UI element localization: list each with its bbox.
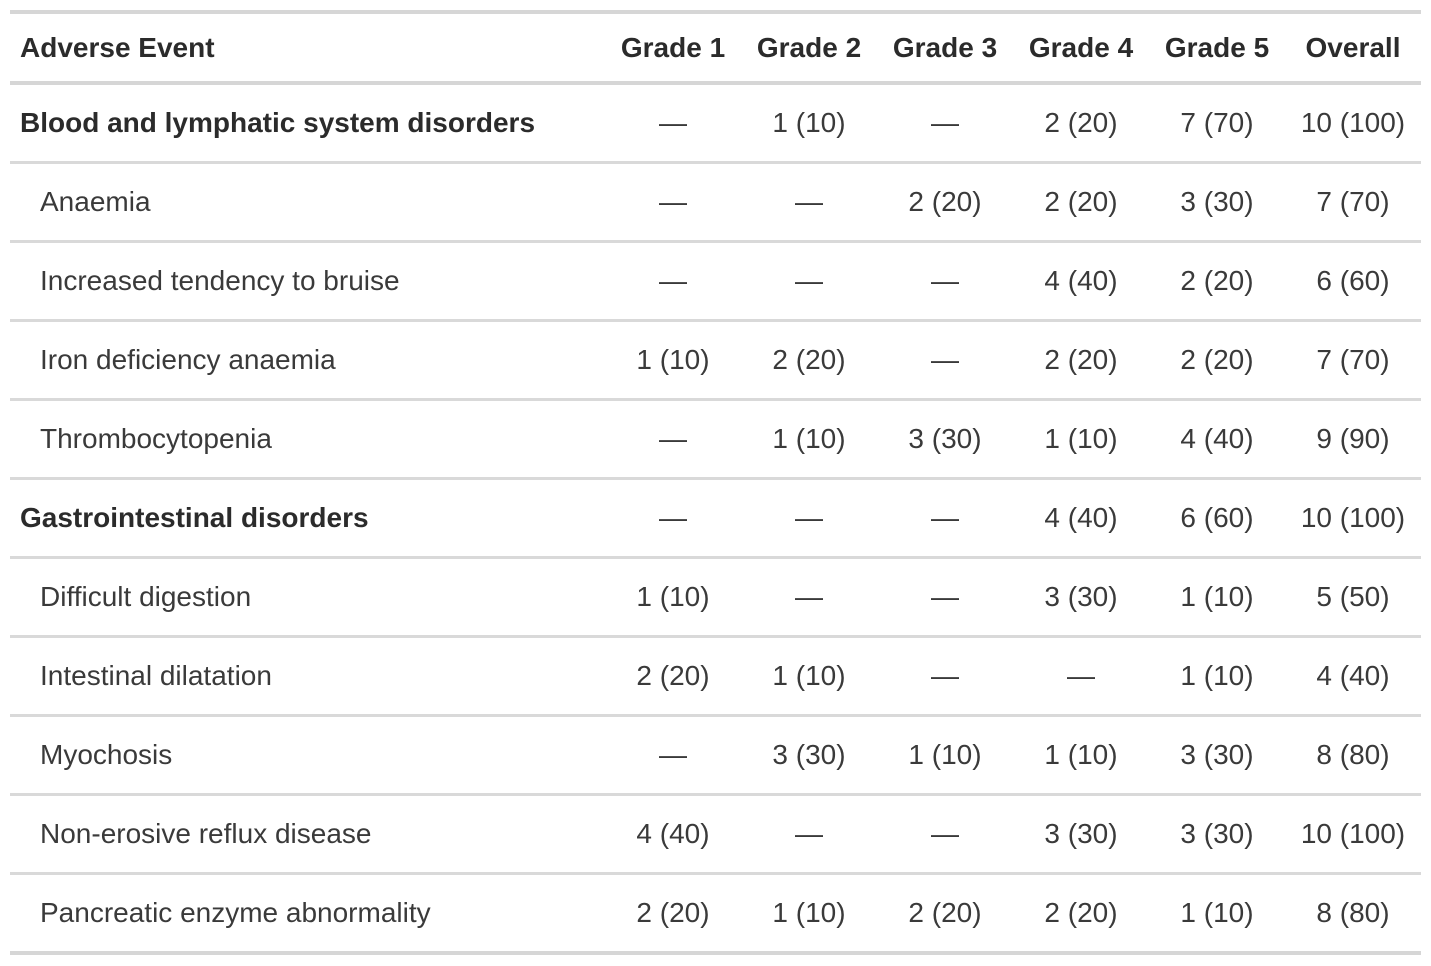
event-name-cell: Intestinal dilatation [10,635,605,716]
value-cell-grade-1: 1 (10) [605,319,741,400]
event-name-cell: Thrombocytopenia [10,398,605,479]
value-cell-grade-4: 1 (10) [1013,714,1149,795]
event-row: Iron deficiency anaemia 1 (10) 2 (20) —2 (2… [10,319,1421,400]
event-name-cell: Anaemia [10,161,605,242]
value-cell-grade-4: 2 (20) [1013,161,1149,242]
value-cell-overall: 9 (90) [1285,398,1421,479]
value-cell-grade-3: — [877,240,1013,321]
column-header-overall: Overall [1285,12,1421,85]
value-cell-grade-5: 6 (60) [1149,477,1285,558]
value-cell-grade-5: 1 (10) [1149,556,1285,637]
value-cell-grade-4: 4 (40) [1013,477,1149,558]
event-name-cell: Myochosis [10,714,605,795]
value-cell-grade-2: 1 (10) [741,872,877,953]
adverse-events-table: Adverse Event Grade 1 Grade 2 Grade 3 Grade … [10,10,1421,955]
event-name-cell: Difficult digestion [10,556,605,637]
value-cell-grade-2: — [741,556,877,637]
value-cell-grade-1: 1 (10) [605,556,741,637]
table-body: Blood and lymphatic system disorders —1 (… [10,83,1421,953]
value-cell-grade-4: 2 (20) [1013,319,1149,400]
value-cell-grade-1: 4 (40) [605,793,741,874]
value-cell-grade-5: 2 (20) [1149,240,1285,321]
value-cell-grade-2: — [741,793,877,874]
value-cell-grade-4: 1 (10) [1013,398,1149,479]
event-row: Anaemia — —2 (20) 2 (20) 3 (30) 7 (70) [10,161,1421,242]
header-row: Adverse Event Grade 1 Grade 2 Grade 3 Grade … [10,12,1421,85]
value-cell-grade-5: 1 (10) [1149,635,1285,716]
value-cell-grade-1: 2 (20) [605,872,741,953]
value-cell-grade-1: — [605,398,741,479]
event-name-cell: Gastrointestinal disorders [10,477,605,558]
value-cell-overall: 10 (100) [1285,477,1421,558]
value-cell-grade-1: — [605,477,741,558]
value-cell-grade-4: 2 (20) [1013,872,1149,953]
column-header-grade-4: Grade 4 [1013,12,1149,85]
value-cell-overall: 8 (80) [1285,872,1421,953]
event-name-cell: Non-erosive reflux disease [10,793,605,874]
value-cell-grade-1: — [659,107,687,138]
value-cell-grade-4: 3 (30) [1013,556,1149,637]
value-cell-grade-3: 1 (10) [877,714,1013,795]
value-cell-grade-1: — [605,240,741,321]
value-cell-grade-2: — [741,240,877,321]
value-cell-grade-3: — [877,319,1013,400]
value-cell-grade-3: 3 (30) [877,398,1013,479]
value-cell-overall: 5 (50) [1285,556,1421,637]
value-cell-grade-5: 3 (30) [1149,793,1285,874]
value-cell-grade-4: — [1013,635,1149,716]
value-cell-grade-1: — [605,714,741,795]
value-cell-grade-1: 2 (20) [605,635,741,716]
event-name-cell: Iron deficiency anaemia [10,319,605,400]
value-cell-grade-2: — [741,477,877,558]
value-cell-overall: 7 (70) [1285,161,1421,242]
value-cell-grade-2: 1 (10) [772,107,846,138]
category-row: Gastrointestinal disorders — — —4 (40) 6 (60… [10,477,1421,558]
value-cell-grade-5: 7 (70) [1180,107,1254,138]
value-cell-overall: 10 (100) [1300,107,1406,138]
column-header-grade-2: Grade 2 [741,12,877,85]
event-name-cell: Blood and lymphatic system disorders [20,107,536,138]
value-cell-grade-3: — [877,635,1013,716]
value-cell-grade-5: 1 (10) [1149,872,1285,953]
event-row: Thrombocytopenia —1 (10) 3 (30) 1 (10) 4 (40… [10,398,1421,479]
value-cell-grade-3: — [877,477,1013,558]
value-cell-grade-3: — [931,107,959,138]
value-cell-grade-3: 2 (20) [877,872,1013,953]
column-header-grade-1: Grade 1 [605,12,741,85]
value-cell-grade-2: 3 (30) [741,714,877,795]
event-name-cell: Pancreatic enzyme abnormality [10,872,605,953]
value-cell-grade-5: 4 (40) [1149,398,1285,479]
value-cell-grade-3: 2 (20) [877,161,1013,242]
category-row: Blood and lymphatic system disorders — 1 (… [10,83,1421,163]
event-row: Increased tendency to bruise — — —4 (40) 2 (… [10,240,1421,321]
event-row: Pancreatic enzyme abnormality 2 (20) 1 (10… [10,872,1421,953]
value-cell-grade-5: 3 (30) [1149,714,1285,795]
value-cell-grade-4: 2 (20) [1044,107,1118,138]
value-cell-overall: 7 (70) [1285,319,1421,400]
column-header-grade-5: Grade 5 [1149,12,1285,85]
value-cell-grade-2: 2 (20) [741,319,877,400]
value-cell-grade-5: 3 (30) [1149,161,1285,242]
value-cell-overall: 10 (100) [1285,793,1421,874]
value-cell-grade-4: 3 (30) [1013,793,1149,874]
event-row: Difficult digestion 1 (10) — —3 (30) 1 (10) 5… [10,556,1421,637]
value-cell-grade-4: 4 (40) [1013,240,1149,321]
event-row: Intestinal dilatation 2 (20) 1 (10) — —1 (10… [10,635,1421,716]
value-cell-overall: 6 (60) [1285,240,1421,321]
column-header-adverse-event: Adverse Event [10,12,605,85]
value-cell-grade-3: — [877,556,1013,637]
event-row: Myochosis —3 (30) 1 (10) 1 (10) 3 (30) 8 (80) [10,714,1421,795]
value-cell-grade-5: 2 (20) [1149,319,1285,400]
value-cell-overall: 4 (40) [1285,635,1421,716]
value-cell-grade-1: — [605,161,741,242]
event-row: Non-erosive reflux disease 4 (40) — —3 (30)… [10,793,1421,874]
event-name-cell: Increased tendency to bruise [10,240,605,321]
value-cell-grade-2: — [741,161,877,242]
column-header-grade-3: Grade 3 [877,12,1013,85]
value-cell-grade-3: — [877,793,1013,874]
value-cell-overall: 8 (80) [1285,714,1421,795]
value-cell-grade-2: 1 (10) [741,398,877,479]
value-cell-grade-2: 1 (10) [741,635,877,716]
